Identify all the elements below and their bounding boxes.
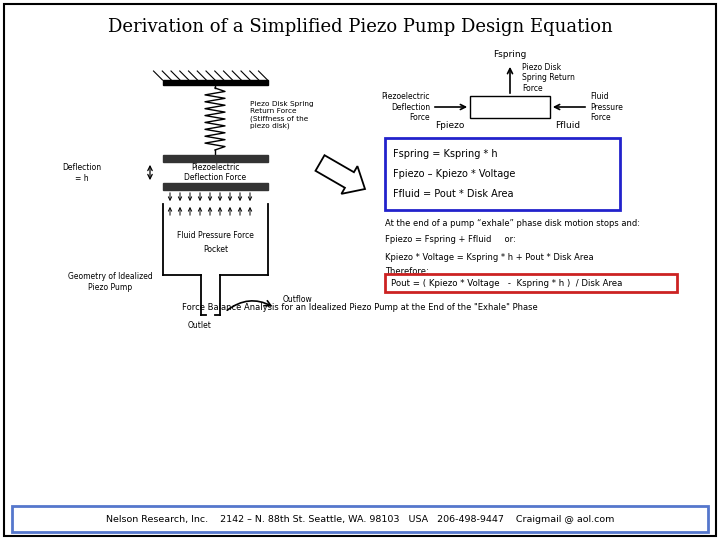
Text: Therefore:: Therefore: [385, 267, 428, 276]
Text: Fluid Pressure Force: Fluid Pressure Force [177, 232, 254, 240]
Text: Pout = ( Kpiezo * Voltage   -  Kspring * h )  / Disk Area: Pout = ( Kpiezo * Voltage - Kspring * h … [391, 279, 622, 287]
Text: Fluid
Pressure
Force: Fluid Pressure Force [590, 92, 623, 122]
Text: Outlet: Outlet [188, 321, 212, 329]
Text: Pocket: Pocket [203, 246, 228, 254]
Text: Ffluid = Pout * Disk Area: Ffluid = Pout * Disk Area [393, 189, 513, 199]
FancyArrow shape [315, 155, 365, 194]
Text: Force Balance Analysis for an Idealized Piezo Pump at the End of the "Exhale" Ph: Force Balance Analysis for an Idealized … [182, 303, 538, 313]
Text: Piezoelectric
Deflection
Force: Piezoelectric Deflection Force [382, 92, 430, 122]
Bar [385, 274, 677, 292]
Bar [12, 506, 708, 532]
Text: At the end of a pump “exhale” phase disk motion stops and:: At the end of a pump “exhale” phase disk… [385, 219, 640, 227]
Text: Derivation of a Simplified Piezo Pump Design Equation: Derivation of a Simplified Piezo Pump De… [107, 18, 613, 36]
Bar [470, 96, 550, 118]
Text: Fpiezo – Kpiezo * Voltage: Fpiezo – Kpiezo * Voltage [393, 169, 516, 179]
Text: Fpiezo = Fspring + Ffluid     or:: Fpiezo = Fspring + Ffluid or: [385, 235, 516, 245]
Text: Fpiezo: Fpiezo [436, 121, 464, 130]
Text: Piezo Disk
Spring Return
Force: Piezo Disk Spring Return Force [522, 63, 575, 93]
Text: Fspring: Fspring [493, 50, 527, 59]
Text: Deflection
= h: Deflection = h [63, 163, 102, 183]
Bar [385, 138, 620, 210]
Text: Piezoelectric
Deflection Force: Piezoelectric Deflection Force [184, 163, 246, 182]
Text: Fspring = Kspring * h: Fspring = Kspring * h [393, 149, 498, 159]
Text: Geometry of Idealized
Piezo Pump: Geometry of Idealized Piezo Pump [68, 272, 153, 292]
Bar [163, 183, 268, 190]
Bar [163, 155, 268, 162]
Bar [163, 80, 268, 85]
Text: Outflow: Outflow [283, 295, 312, 305]
Text: Kpiezo * Voltage = Kspring * h + Pout * Disk Area: Kpiezo * Voltage = Kspring * h + Pout * … [385, 253, 593, 261]
Text: Piezo Disk Spring
Return Force
(Stiffness of the
piezo disk): Piezo Disk Spring Return Force (Stiffnes… [250, 101, 314, 129]
Text: Nelson Research, Inc.    2142 – N. 88th St. Seattle, WA. 98103   USA   206-498-9: Nelson Research, Inc. 2142 – N. 88th St.… [106, 515, 614, 523]
Text: Ffluid: Ffluid [555, 121, 580, 130]
